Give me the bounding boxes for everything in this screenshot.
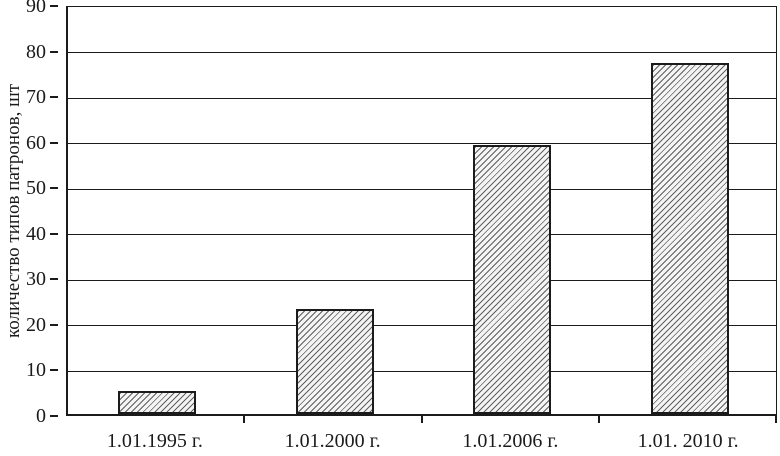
bar-1.01.2000 г. [295,309,374,414]
bar-1.01.1995 г. [117,391,196,414]
plot-area [66,6,777,416]
y-tick-label-50: 50 [26,177,46,200]
y-axis-title: количество типов патронов, шт [3,83,24,339]
gridline-y-80 [68,52,776,54]
gridline-y-10 [68,370,776,372]
x-axis-tick-3 [598,416,601,423]
y-axis-tick-60 [50,141,58,144]
y-axis-tick-30 [50,278,58,281]
y-tick-label-80: 80 [26,40,46,63]
y-axis-tick-70 [50,96,58,99]
y-axis-tick-90 [50,5,58,7]
y-tick-label-60: 60 [26,131,46,154]
x-tick-label-1: 1.01.1995 г. [106,430,203,452]
y-tick-label-40: 40 [26,222,46,245]
x-tick-label-3: 1.01.2006 г. [462,430,559,452]
y-tick-label-0: 0 [36,405,46,427]
gridline-y-60 [68,143,776,145]
gridline-y-70 [68,97,776,99]
gridline-y-40 [68,234,776,236]
y-axis-tick-10 [50,369,58,372]
gridline-y-50 [68,188,776,190]
y-tick-label-70: 70 [26,86,46,109]
y-tick-label-20: 20 [26,313,46,336]
y-tick-label-10: 10 [26,359,46,382]
x-tick-label-4: 1.01. 2010 г. [637,430,739,452]
x-tick-label-2: 1.01.2000 г. [284,430,381,452]
y-axis-tick-50 [50,187,58,190]
x-axis-tick-1 [242,416,245,423]
bar-1.01. 2010 г. [651,63,730,414]
bar-1.01.2006 г. [473,145,552,414]
y-tick-label-90: 90 [26,0,46,17]
y-axis-tick-20 [50,323,58,326]
gridline-y-20 [68,325,776,327]
x-axis-tick-2 [420,416,423,423]
y-axis-tick-0 [50,415,58,417]
y-tick-label-30: 30 [26,268,46,291]
x-axis-tick-4 [775,416,777,423]
y-axis-tick-40 [50,232,58,235]
y-axis-tick-80 [50,50,58,53]
gridline-y-30 [68,279,776,281]
